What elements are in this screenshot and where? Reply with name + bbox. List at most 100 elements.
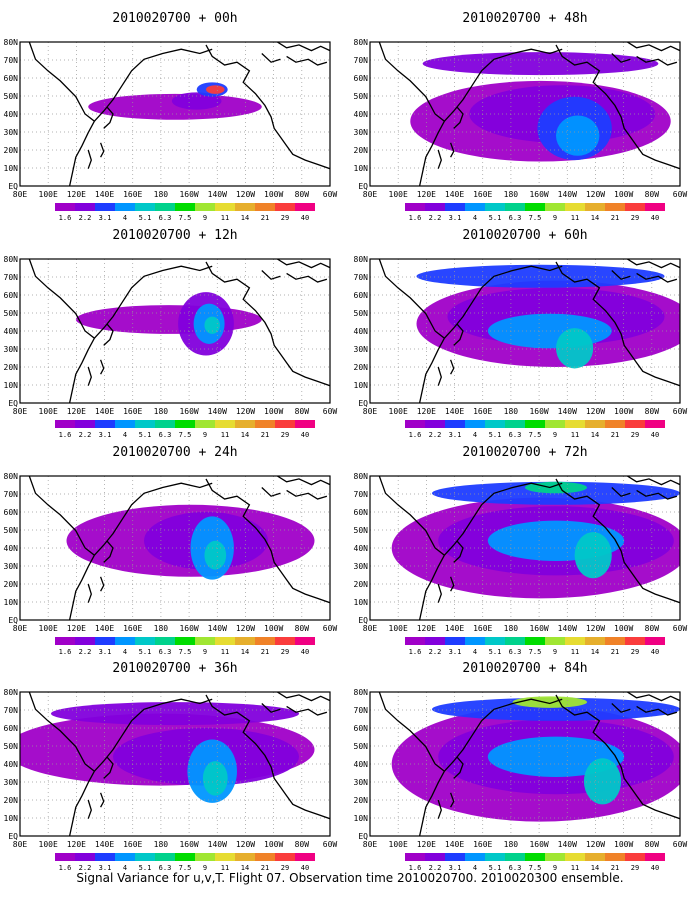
lon-tick-label: 160W [179, 840, 198, 849]
lat-tick-label: 70N [354, 273, 369, 282]
colorbar-swatch [295, 420, 315, 428]
lon-tick-label: 140W [558, 190, 577, 199]
lon-tick-label: 180 [154, 190, 169, 199]
lon-tick-label: 120W [236, 840, 255, 849]
colorbar-swatch [425, 853, 445, 861]
lat-tick-label: 70N [354, 706, 369, 715]
coastline-segment [636, 705, 678, 716]
colorbar-label: 14 [241, 864, 249, 872]
map-frame [19, 475, 331, 621]
colorbar-label: 6.3 [159, 864, 172, 872]
lat-tick-label: 20N [4, 146, 19, 155]
lat-tick-label: 60N [354, 724, 369, 733]
colorbar-label: 3.1 [449, 648, 462, 656]
lat-tick-label: 80N [354, 472, 369, 481]
lon-tick-label: 60W [673, 840, 688, 849]
lat-tick-label: 50N [354, 309, 369, 318]
coastline-segment [99, 792, 105, 808]
colorbar-label: 29 [631, 648, 639, 656]
colorbar-swatch [175, 420, 195, 428]
lon-tick-label: 80E [363, 840, 378, 849]
colorbar-swatch [585, 637, 605, 645]
variance-contour [525, 481, 587, 494]
colorbar-label: 29 [631, 864, 639, 872]
map-frame [19, 41, 331, 187]
coastline-segment [555, 44, 680, 170]
coastline-segment [28, 692, 96, 836]
coastline [378, 692, 680, 836]
map-panel: 2010020700 + 24h EQ 10N 20N 30N 40N 50N 60N 70N 8… [4, 445, 338, 656]
coastline-segment [636, 489, 678, 500]
lat-tick-label: 10N [4, 381, 19, 390]
lat-tick-label: 50N [4, 309, 19, 318]
colorbar-label: 2.2 [79, 864, 92, 872]
colorbar-label: 4 [123, 214, 127, 222]
colorbar-swatch [295, 853, 315, 861]
lon-tick-label: 120E [417, 407, 436, 416]
colorbar-label: 9 [203, 214, 207, 222]
coastline-segment [261, 270, 281, 280]
lon-tick-label: 120E [67, 840, 86, 849]
lon-tick-label: 100E [39, 840, 58, 849]
colorbar-swatch [405, 637, 425, 645]
colorbar-label: 4 [473, 431, 477, 439]
lon-tick-label: 80E [13, 190, 28, 199]
variance-contour [556, 328, 594, 369]
lat-tick-label: 30N [354, 562, 369, 571]
colorbar-swatch [525, 420, 545, 428]
variance-field [20, 702, 315, 803]
variance-contour [432, 481, 680, 505]
lon-tick-label: 160W [529, 624, 548, 633]
panel-title: 2010020700 + 84h [462, 661, 587, 676]
colorbar-label: 3.1 [99, 864, 112, 872]
lat-tick-label: 70N [4, 56, 19, 65]
colorbar-swatch [625, 637, 645, 645]
panel-title: 2010020700 + 00h [112, 11, 237, 26]
lat-tick-label: 80N [4, 688, 19, 697]
colorbar-label: 6.3 [509, 864, 522, 872]
colorbar-swatch [215, 420, 235, 428]
colorbar-label: 14 [241, 648, 249, 656]
variance-contour [204, 316, 220, 334]
colorbar-swatch [505, 420, 525, 428]
panel-title: 2010020700 + 72h [462, 445, 587, 460]
lat-tick-label: EQ [8, 616, 18, 625]
colorbar-swatch [195, 203, 215, 211]
variance-contour [204, 540, 227, 570]
lat-tick-label: EQ [358, 399, 368, 408]
colorbar-label: 21 [611, 648, 619, 656]
coastline-segment [555, 694, 680, 820]
lon-tick-label: 160W [179, 624, 198, 633]
colorbar-label: 1.6 [409, 864, 422, 872]
colorbar-label: 6.3 [159, 431, 172, 439]
coastline-segment [93, 698, 213, 772]
map-panel: 2010020700 + 36h EQ 10N 20N 30N 40N 50N 60N 70N 8… [4, 661, 338, 872]
lat-tick-label: EQ [358, 616, 368, 625]
coastline-segment [555, 261, 680, 387]
colorbar-label: 7.5 [529, 431, 542, 439]
coastline-segment [205, 44, 330, 170]
coastline-segment [286, 55, 328, 66]
coastline-segment [28, 476, 96, 620]
lon-tick-label: 100E [39, 190, 58, 199]
lon-tick-label: 160E [123, 190, 142, 199]
lon-tick-label: 80E [13, 840, 28, 849]
lon-tick-label: 140E [95, 407, 114, 416]
colorbar-label: 40 [651, 214, 659, 222]
coastline-segment [443, 482, 563, 556]
colorbar-swatch [115, 420, 135, 428]
coastline-segment [261, 53, 281, 63]
colorbar-swatch [255, 853, 275, 861]
colorbar-swatch [275, 203, 295, 211]
colorbar-swatch [565, 637, 585, 645]
coastline-segment [437, 149, 442, 169]
lat-tick-label: 70N [354, 56, 369, 65]
colorbar-swatch [195, 853, 215, 861]
colorbar-swatch [405, 203, 425, 211]
colorbar-swatch [75, 420, 95, 428]
lon-tick-label: 80W [295, 840, 310, 849]
colorbar-label: 29 [631, 431, 639, 439]
colorbar-swatch [155, 637, 175, 645]
lon-tick-label: 100W [264, 190, 283, 199]
lat-tick-label: 20N [354, 580, 369, 589]
